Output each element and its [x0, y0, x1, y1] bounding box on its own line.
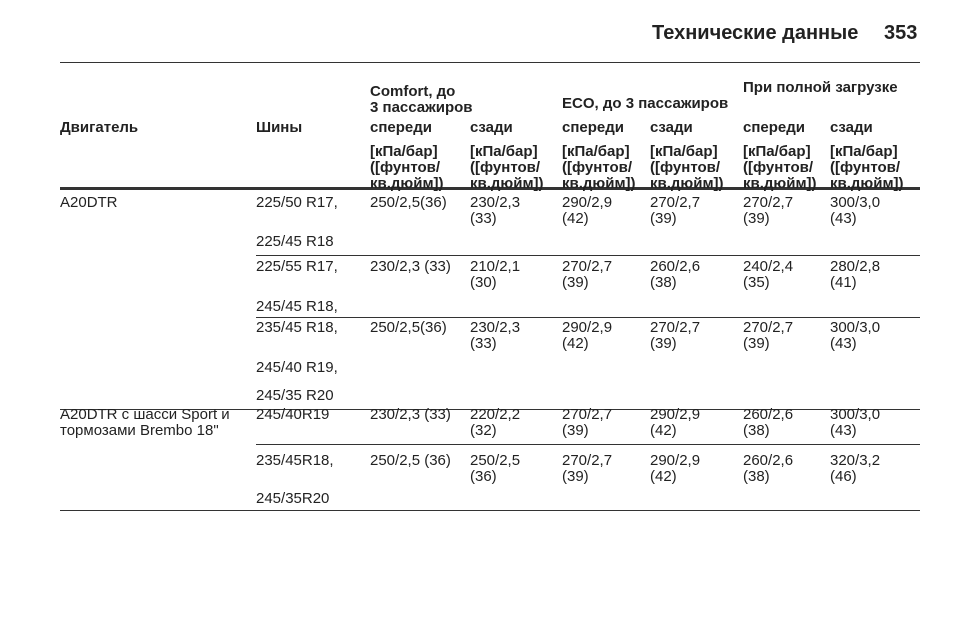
- tire: 225/45 R18: [256, 233, 334, 250]
- pressure: 250/2,5(36): [370, 319, 447, 336]
- pressure: 300/3,0 (43): [830, 406, 881, 439]
- pressure: 250/2,5 (36): [370, 452, 451, 469]
- pressure: 290/2,9 (42): [650, 406, 701, 439]
- tire: 245/35 R20: [256, 387, 334, 404]
- tire: 245/35R20: [256, 490, 330, 507]
- tire: 225/55 R17,: [256, 258, 338, 275]
- tire: 245/40 R19,: [256, 359, 338, 376]
- group-header: При полной загрузке: [743, 79, 898, 96]
- rule: [256, 444, 920, 445]
- pressure: 270/2,7 (39): [562, 452, 613, 485]
- rule: [256, 255, 920, 256]
- unit: [кПа/бар] ([фунтов/ кв.дюйм]): [650, 143, 724, 192]
- pressure: 270/2,7 (39): [650, 194, 701, 227]
- pressure: 230/2,3 (33): [470, 319, 521, 352]
- pressure: 250/2,5 (36): [470, 452, 521, 485]
- column-header: спереди: [370, 119, 432, 136]
- group-header: ECO, до 3 пассажиров: [562, 95, 729, 112]
- column-header: Двигатель: [60, 119, 139, 136]
- page-title: Технические данные: [652, 22, 859, 44]
- rule: [60, 510, 920, 511]
- column-header: спереди: [562, 119, 624, 136]
- pressure: 270/2,7 (39): [562, 258, 613, 291]
- rule: [60, 187, 920, 190]
- group-header: Comfort, до 3 пассажиров: [370, 83, 473, 116]
- pressure: 260/2,6 (38): [743, 452, 794, 485]
- unit: [кПа/бар] ([фунтов/ кв.дюйм]): [830, 143, 904, 192]
- pressure: 260/2,6 (38): [743, 406, 794, 439]
- engine: A20DTR: [60, 194, 118, 211]
- pressure: 220/2,2 (32): [470, 406, 521, 439]
- page-number: 353: [884, 22, 918, 44]
- unit: [кПа/бар] ([фунтов/ кв.дюйм]): [470, 143, 544, 192]
- pressure: 270/2,7 (39): [650, 319, 701, 352]
- pressure: 210/2,1 (30): [470, 258, 521, 291]
- rule: [256, 317, 920, 318]
- tire: 245/45 R18,: [256, 298, 338, 315]
- unit: [кПа/бар] ([фунтов/ кв.дюйм]): [743, 143, 817, 192]
- pressure: 230/2,3 (33): [370, 406, 451, 423]
- engine: A20DTR с шасси Sport и тормозами Brembo …: [60, 406, 230, 439]
- pressure: 290/2,9 (42): [562, 319, 613, 352]
- column-header: спереди: [743, 119, 805, 136]
- column-header: Шины: [256, 119, 303, 136]
- rule: [60, 62, 920, 63]
- pressure: 230/2,3 (33): [370, 258, 451, 275]
- pressure: 270/2,7 (39): [562, 406, 613, 439]
- pressure: 290/2,9 (42): [650, 452, 701, 485]
- pressure: 270/2,7 (39): [743, 319, 794, 352]
- unit: [кПа/бар] ([фунтов/ кв.дюйм]): [562, 143, 636, 192]
- pressure: 300/3,0 (43): [830, 319, 881, 352]
- pressure: 260/2,6 (38): [650, 258, 701, 291]
- column-header: сзади: [470, 119, 513, 136]
- rule: [60, 409, 920, 410]
- pressure: 230/2,3 (33): [470, 194, 521, 227]
- tire: 225/50 R17,: [256, 194, 338, 211]
- pressure: 280/2,8 (41): [830, 258, 881, 291]
- pressure: 290/2,9 (42): [562, 194, 613, 227]
- pressure: 300/3,0 (43): [830, 194, 881, 227]
- column-header: сзади: [650, 119, 693, 136]
- unit: [кПа/бар] ([фунтов/ кв.дюйм]): [370, 143, 444, 192]
- pressure: 270/2,7 (39): [743, 194, 794, 227]
- tire: 235/45R18,: [256, 452, 334, 469]
- pressure: 320/3,2 (46): [830, 452, 881, 485]
- tire: 245/40R19: [256, 406, 330, 423]
- pressure: 250/2,5(36): [370, 194, 447, 211]
- column-header: сзади: [830, 119, 873, 136]
- tire: 235/45 R18,: [256, 319, 338, 336]
- pressure: 240/2,4 (35): [743, 258, 794, 291]
